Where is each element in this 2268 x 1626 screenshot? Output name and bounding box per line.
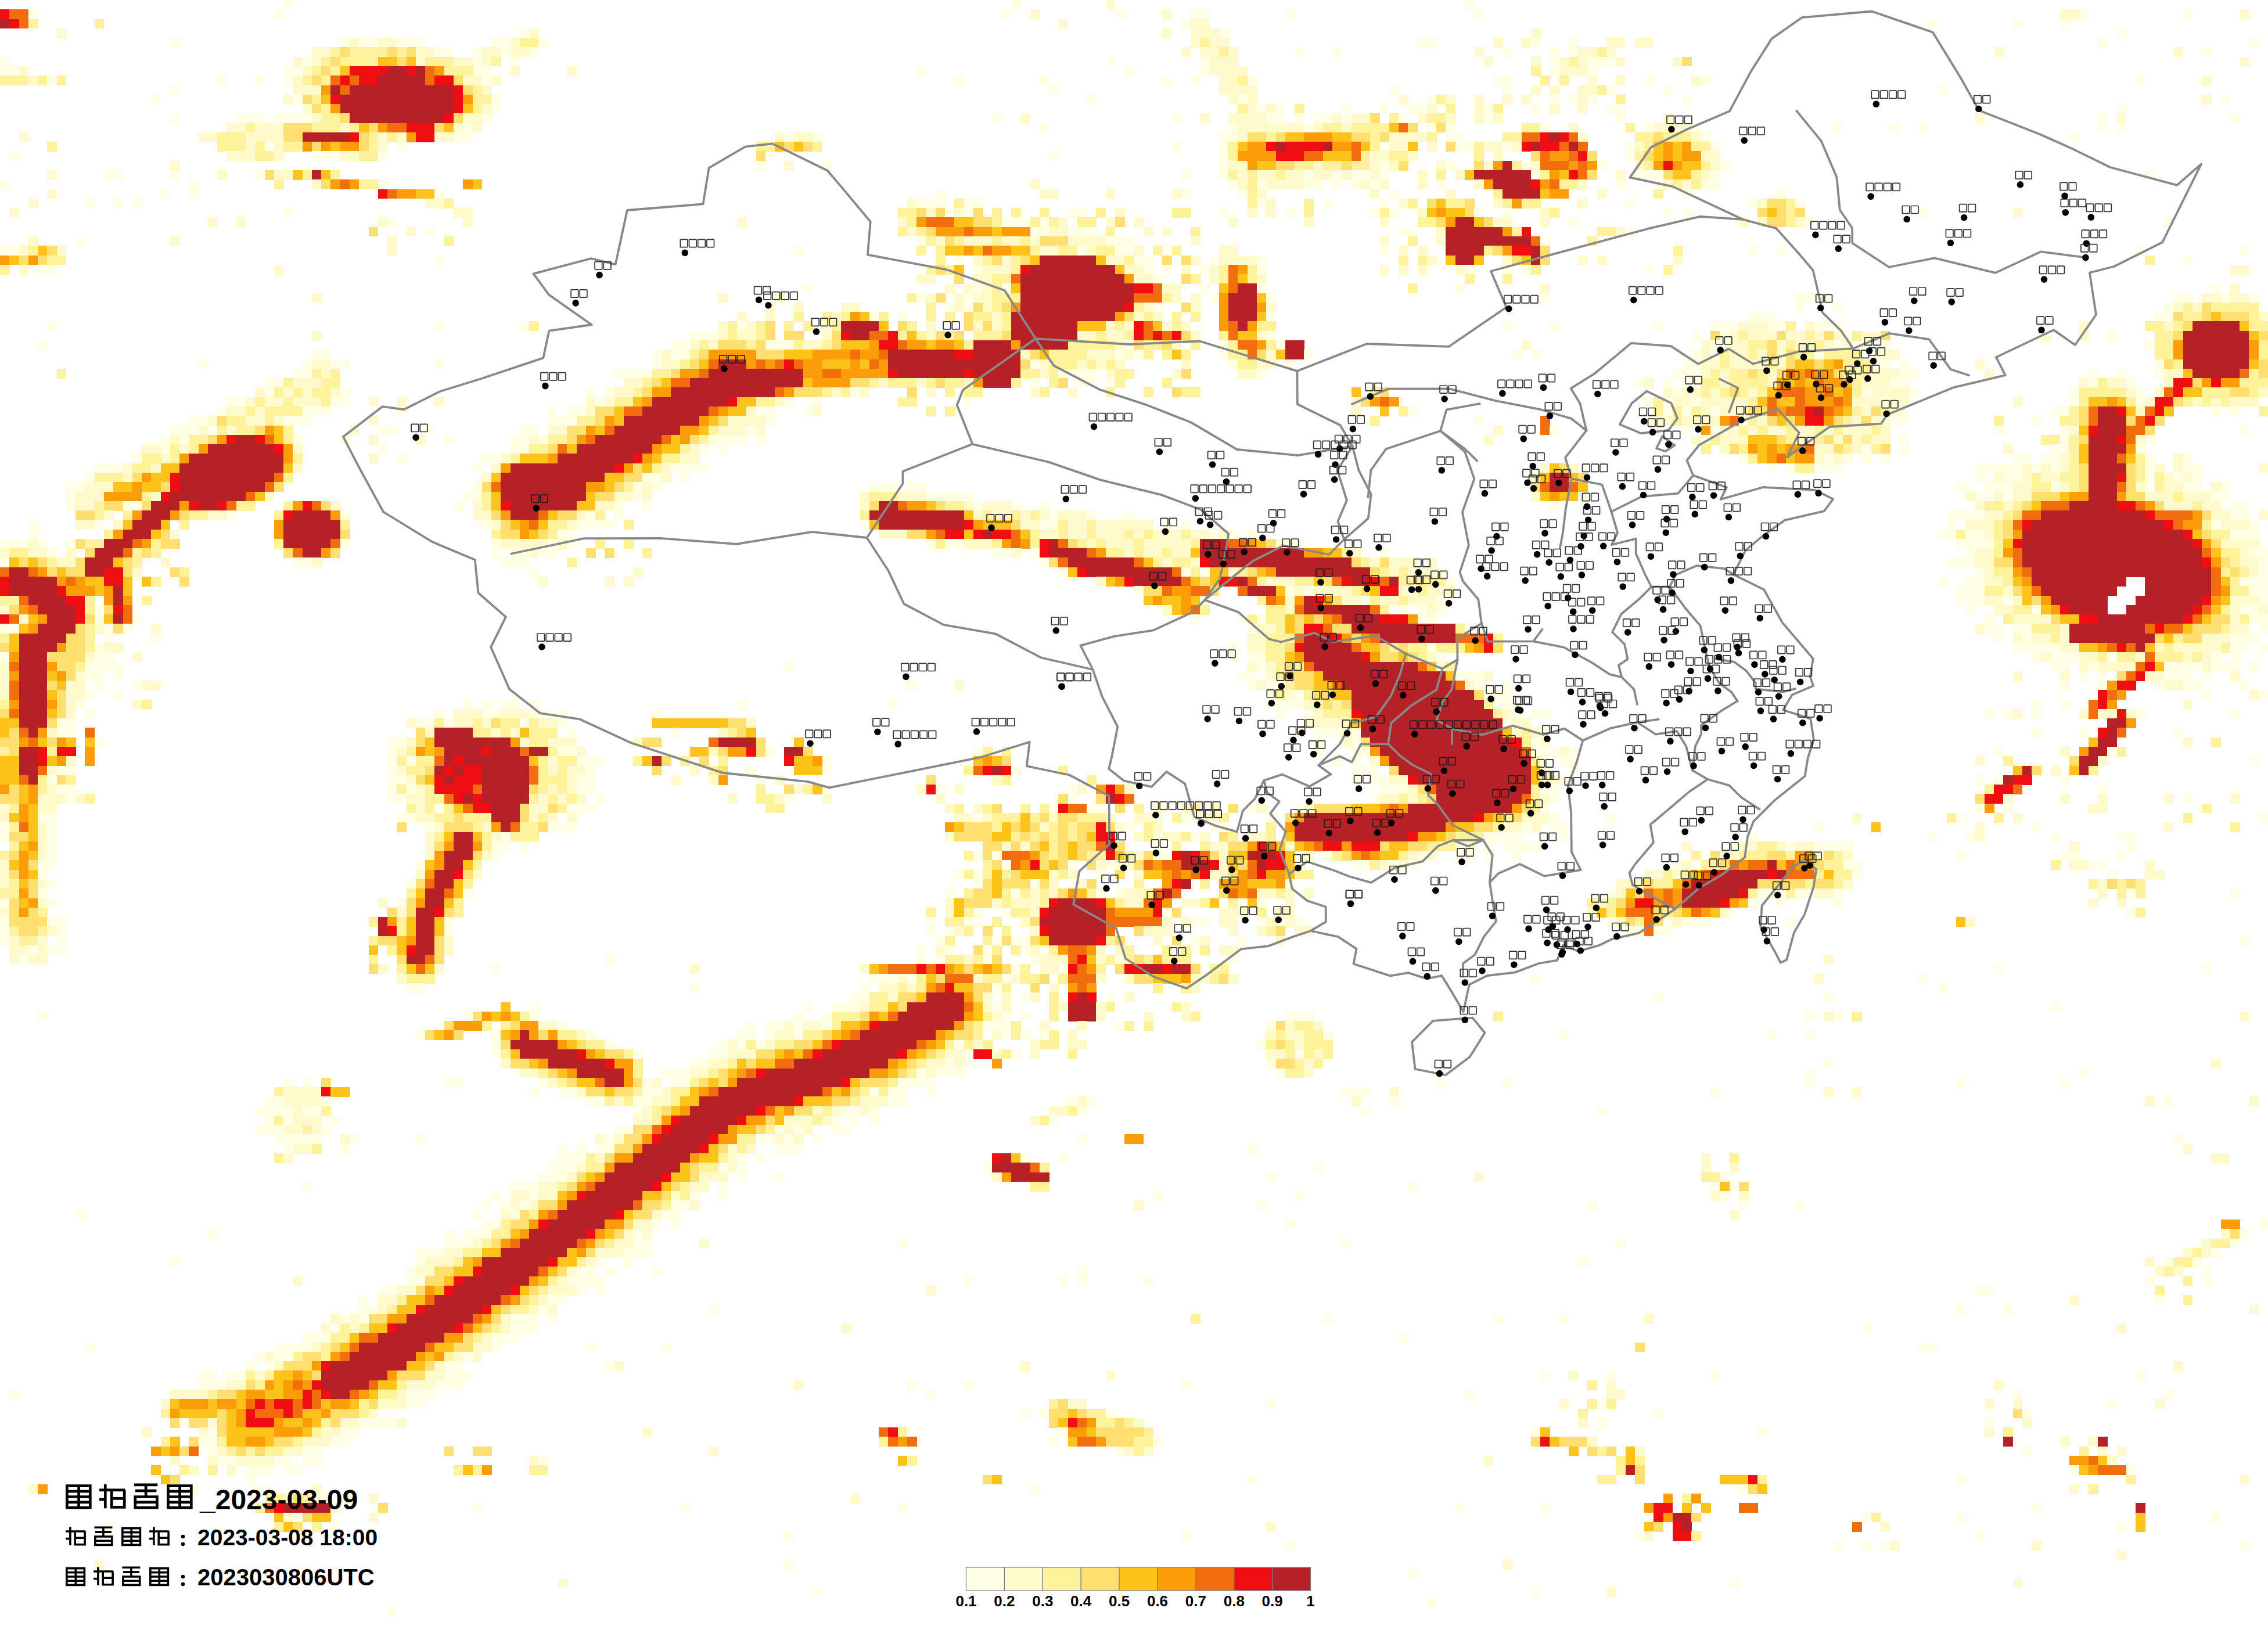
svg-text:0.1: 0.1 [955, 1592, 976, 1610]
svg-text:0.8: 0.8 [1224, 1592, 1245, 1610]
svg-text:0.3: 0.3 [1032, 1592, 1053, 1610]
svg-text:0.9: 0.9 [1262, 1592, 1283, 1610]
svg-text:0.4: 0.4 [1070, 1592, 1092, 1610]
svg-text:0.7: 0.7 [1185, 1592, 1206, 1610]
svg-text:0.2: 0.2 [994, 1592, 1015, 1610]
svg-text:1: 1 [1306, 1592, 1314, 1610]
svg-text:0.6: 0.6 [1147, 1592, 1168, 1610]
svg-text:_2023-03-09: _2023-03-09 [199, 1484, 358, 1515]
svg-text:2023030806UTC: 2023030806UTC [197, 1564, 375, 1590]
svg-text:0.5: 0.5 [1109, 1592, 1130, 1610]
svg-text:2023-03-08 18:00: 2023-03-08 18:00 [197, 1525, 378, 1550]
